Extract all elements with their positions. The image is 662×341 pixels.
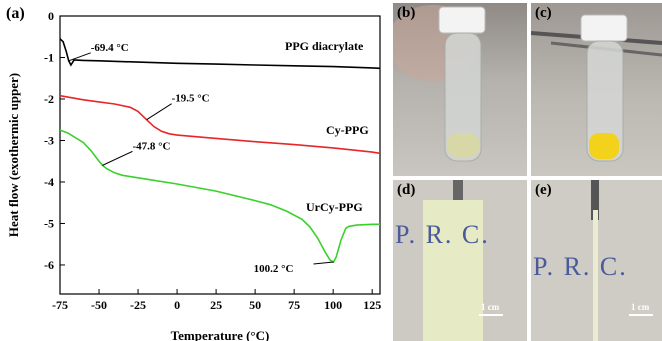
scale-bar-e: [629, 314, 653, 316]
x-tick-label: 0: [174, 298, 180, 312]
y-tick-label: -3: [44, 133, 54, 147]
x-tick-label: 50: [249, 298, 261, 312]
plot-frame: [59, 15, 381, 295]
annotation-label: 100.2 °C: [254, 263, 294, 275]
y-tick-label: -6: [44, 258, 54, 272]
y-tick-label: -2: [44, 92, 54, 106]
annotation-label: -47.8 °C: [132, 140, 170, 152]
series-label-ppg-diacrylate: PPG diacrylate: [285, 39, 364, 53]
annotation-label: -69.4 °C: [91, 42, 129, 54]
y-tick-label: -5: [44, 216, 54, 230]
annotation-arrow: [313, 261, 334, 265]
series-label-cy-ppg: Cy-PPG: [326, 123, 369, 137]
x-tick-label: -25: [130, 298, 146, 312]
annotations: -69.4 °C -19.5 °C -47.8 °C 100.2 °C: [68, 42, 334, 275]
x-tick-label: -50: [91, 298, 107, 312]
annotation-arrow: [68, 52, 91, 62]
scale-text-e: 1 cm: [631, 302, 650, 312]
y-tick-label: 0: [48, 9, 54, 23]
x-tick-label: -75: [52, 298, 68, 312]
series-line-urcy-ppg: [59, 129, 380, 264]
filament-e-image: [591, 180, 599, 341]
photo-label-e: (e): [535, 182, 552, 198]
series-lines: [59, 38, 381, 264]
y-tick-label: -1: [44, 50, 54, 64]
x-tick-label: 125: [363, 298, 381, 312]
photo-d: P. R. C. (d) 1 cm: [393, 180, 527, 341]
photo-c: (c): [531, 3, 662, 176]
annotation-arrow: [102, 150, 133, 166]
series-label-urcy-ppg: UrCy-PPG: [306, 200, 363, 214]
scale-bar-d: [479, 314, 503, 316]
scale-text-d: 1 cm: [481, 302, 500, 312]
axis-ticks: -75 -50 -25 0 25 50 75 100 125 0 -1 -2 -3 -4 -5 -6: [44, 9, 381, 312]
x-axis-label: Temperature (°C): [171, 328, 270, 341]
photo-e: P. R. C. (e) 1 cm: [531, 180, 662, 341]
x-tick-label: 100: [324, 298, 342, 312]
vial-b-image: [393, 5, 486, 162]
annotation-label: -19.5 °C: [172, 93, 210, 105]
x-tick-label: 25: [210, 298, 222, 312]
handwriting-d: P. R. C.: [395, 220, 490, 249]
photo-b: (b): [393, 3, 527, 176]
y-axis-label: Heat flow (exothermic upper): [6, 73, 21, 237]
handwriting-e: P. R. C.: [533, 252, 628, 281]
y-tick-label: -4: [44, 175, 54, 189]
annotation-arrow: [146, 103, 172, 121]
vial-c-image: [531, 14, 662, 162]
photo-label-c: (c): [535, 5, 552, 21]
photo-label-d: (d): [397, 182, 416, 198]
series-line-cy-ppg: [59, 94, 381, 155]
x-tick-label: 75: [288, 298, 300, 312]
panel-label-a: (a): [6, 5, 25, 22]
series-line-ppg-diacrylate: [59, 38, 381, 70]
film-d-image: [423, 180, 483, 341]
photo-label-b: (b): [397, 5, 416, 21]
